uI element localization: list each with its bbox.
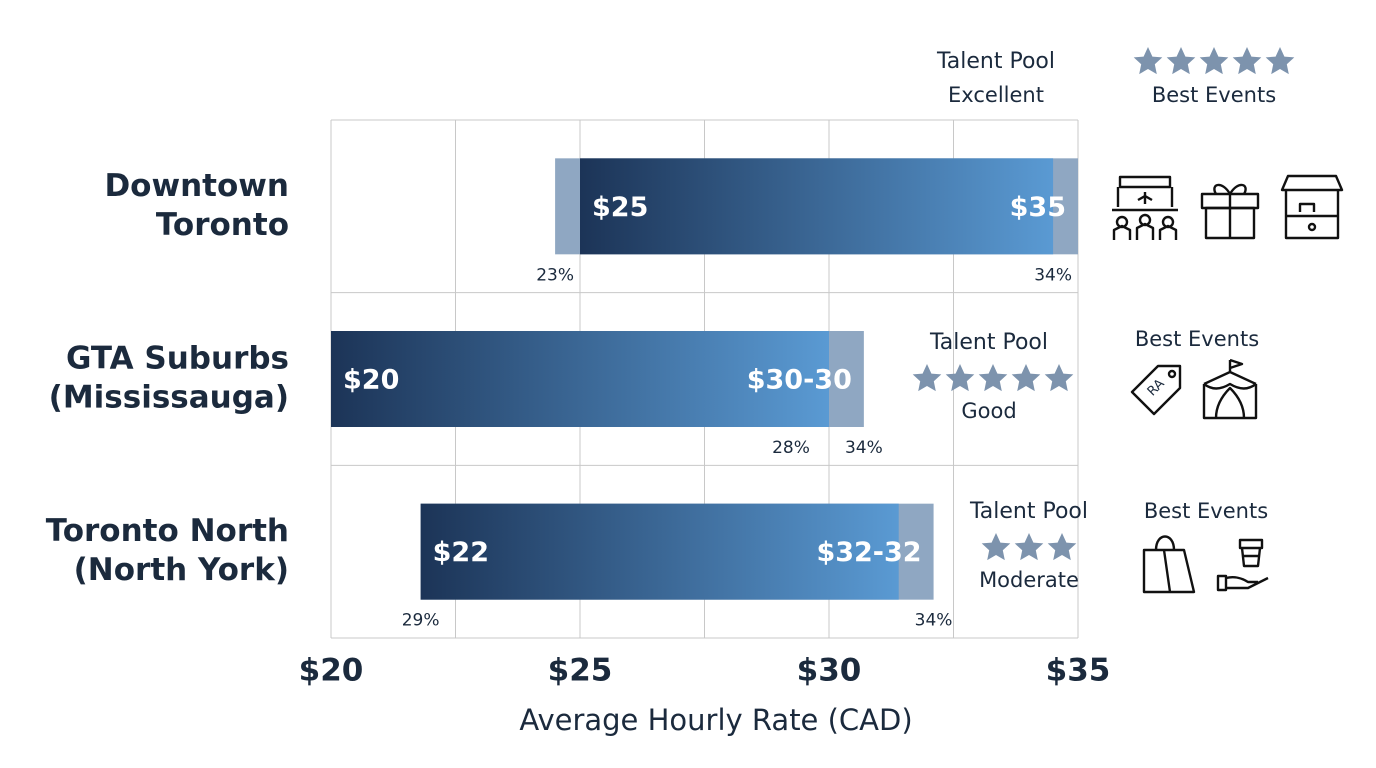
talent-level: Excellent	[948, 83, 1044, 107]
star-rating	[912, 364, 1074, 392]
star-rating	[981, 533, 1077, 561]
category-label: GTA Suburbs	[66, 341, 289, 377]
bar-core	[420, 503, 899, 600]
share-label: 34%	[845, 438, 883, 458]
star-back	[1232, 47, 1262, 75]
talent-level: Moderate	[979, 568, 1079, 592]
events-title: Best Events	[1144, 499, 1268, 523]
star-back	[1265, 47, 1295, 75]
star-back	[1133, 47, 1163, 75]
category-label: Toronto	[156, 207, 289, 243]
x-axis-title: Average Hourly Rate (CAD)	[519, 703, 912, 737]
high-label: $30-30	[747, 365, 852, 396]
share-label: 34%	[915, 611, 953, 631]
x-tick-label: $20	[299, 653, 364, 689]
talent-title: Talent Pool	[969, 499, 1088, 524]
bar-core	[580, 158, 1054, 255]
star-back	[981, 533, 1011, 561]
category-label: (Mississauga)	[49, 380, 289, 416]
bar-core	[331, 331, 829, 427]
star-back	[1166, 47, 1196, 75]
low-label: $22	[433, 537, 489, 568]
high-label: $32-32	[816, 537, 921, 568]
share-label: 28%	[772, 438, 810, 458]
high-label: $35	[1010, 192, 1066, 223]
star-back	[945, 364, 975, 392]
talent-title: Talent Pool	[936, 49, 1055, 74]
star-rating	[1133, 47, 1295, 75]
star-back	[1011, 364, 1041, 392]
category-label: (North York)	[74, 552, 289, 588]
share-label: 23%	[536, 265, 574, 285]
star-back	[1014, 533, 1044, 561]
low-label: $25	[592, 192, 648, 223]
svg-text:RA: RA	[1145, 376, 1168, 399]
x-tick-label: $25	[548, 653, 613, 689]
category-label: Toronto North	[46, 513, 289, 549]
talent-level: Good	[961, 399, 1016, 423]
star-back	[1199, 47, 1229, 75]
x-tick-label: $30	[797, 653, 862, 689]
events-title: Best Events	[1135, 327, 1259, 351]
share-label: 34%	[1034, 265, 1072, 285]
event-icons: RA	[1112, 174, 1344, 594]
category-label: Downtown	[104, 168, 289, 204]
talent-title: Talent Pool	[929, 330, 1048, 355]
x-tick-label: $35	[1046, 653, 1111, 689]
star-back	[1047, 533, 1077, 561]
low-label: $20	[343, 365, 399, 396]
star-back	[978, 364, 1008, 392]
star-back	[1044, 364, 1074, 392]
share-label: 29%	[402, 611, 440, 631]
events-title: Best Events	[1152, 83, 1276, 107]
star-back	[912, 364, 942, 392]
